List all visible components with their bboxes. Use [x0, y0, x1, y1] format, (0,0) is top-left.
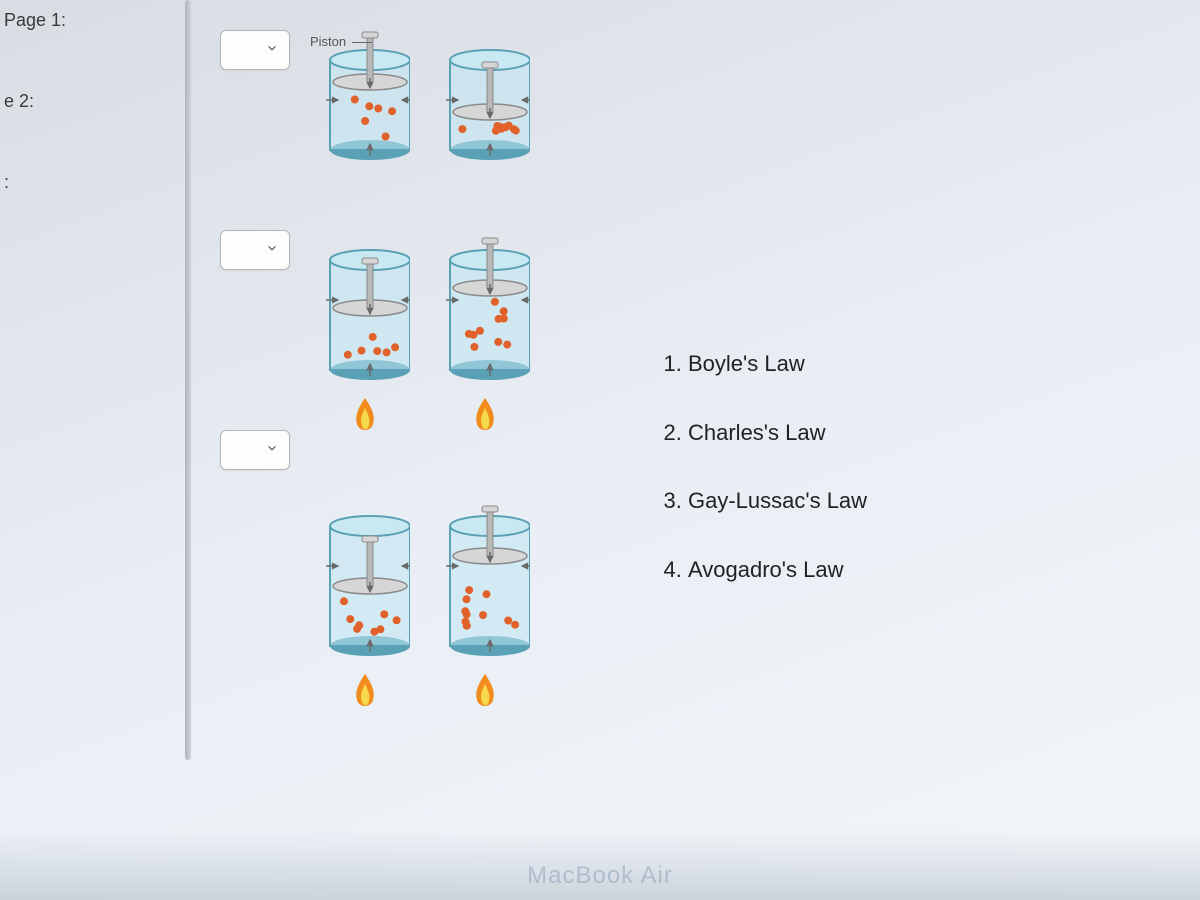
- diagram-row: [320, 496, 530, 712]
- law-item-3: Gay-Lussac's Law: [688, 487, 867, 516]
- chevron-down-icon: [265, 241, 279, 260]
- piston-label: Piston: [310, 34, 346, 49]
- dropdown-2[interactable]: [220, 230, 290, 270]
- piston-cylinder: [440, 30, 530, 170]
- dropdown-3[interactable]: [220, 430, 290, 470]
- piston-diagrams: Piston: [320, 30, 530, 712]
- law-item-4: Avogadro's Law: [688, 556, 867, 585]
- sidebar-label-1: Page 1:: [4, 10, 76, 31]
- law-item-2: Charles's Law: [688, 419, 867, 448]
- law-list: Boyle's Law Charles's Law Gay-Lussac's L…: [660, 350, 867, 584]
- piston-cylinder: [440, 230, 530, 436]
- piston-cylinder: Piston: [320, 30, 410, 170]
- diagram-row: [320, 230, 530, 436]
- chevron-down-icon: [265, 441, 279, 460]
- law-item-1: Boyle's Law: [688, 350, 867, 379]
- chevron-down-icon: [265, 41, 279, 60]
- answer-dropdowns: [220, 30, 290, 470]
- law-options: Boyle's Law Charles's Law Gay-Lussac's L…: [660, 350, 867, 624]
- piston-cylinder: [320, 496, 410, 712]
- scroll-track[interactable]: [185, 0, 191, 760]
- diagram-row: Piston: [320, 30, 530, 170]
- question-sidebar: Page 1: e 2: :: [0, 0, 80, 900]
- dropdown-1[interactable]: [220, 30, 290, 70]
- piston-cylinder: [320, 230, 410, 436]
- device-label: MacBook Air: [527, 862, 673, 890]
- sidebar-label-3: :: [4, 172, 76, 193]
- piston-cylinder: [440, 496, 530, 712]
- sidebar-label-2: e 2:: [4, 91, 76, 112]
